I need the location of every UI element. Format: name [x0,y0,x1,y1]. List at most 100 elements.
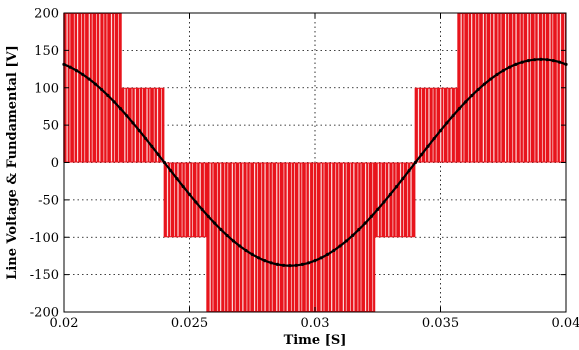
pwm-gap [271,163,273,311]
pwm-gap [118,14,119,162]
fundamental-point [482,82,487,86]
pwm-gap [460,14,462,162]
fundamental-point [558,60,562,64]
pwm-gap [475,14,477,162]
y-tick-label: 100 [34,81,59,96]
pwm-gap [212,163,214,311]
pwm-gap [220,163,222,311]
fundamental-point [426,144,430,148]
fundamental-point [263,259,267,263]
pwm-gap [372,163,374,311]
pwm-gap [268,163,270,311]
x-tick-label: 0.02 [50,316,79,331]
pwm-gap [166,163,169,237]
pwm-gap [463,14,465,162]
fundamental-point [307,261,311,265]
pwm-gap [216,163,218,311]
fundamental-point [100,87,104,92]
fundamental-point [363,221,367,225]
pwm-gap [249,163,251,311]
fundamental-point [143,136,148,141]
fundamental-point [156,152,160,157]
pwm-gap [407,163,409,237]
x-axis-label: Time [S] [284,333,347,348]
pwm-gap [552,14,554,162]
pwm-gap [450,88,452,162]
pwm-gap [305,163,307,311]
pwm-gap [471,14,473,162]
pwm-gap [435,88,437,162]
pwm-gap [308,163,311,311]
fundamental-point [206,214,210,218]
pwm-gap [504,14,507,162]
pwm-gap [301,163,303,311]
pwm-gap [467,14,469,162]
pwm-gap [399,163,402,237]
pwm-gap [377,163,379,237]
pwm-gap [170,163,171,237]
pwm-gap [234,163,236,311]
pwm-gap [331,163,333,311]
fundamental-point [74,68,79,73]
pwm-gap [114,14,115,162]
pwm-gap [541,14,543,162]
x-tick-labels: 0.02 0.025 0.03 0.035 0.04 [50,316,579,331]
pwm-gap [388,163,390,237]
pwm-gap [327,163,329,311]
fundamental-point [93,82,97,86]
pwm-gap [286,163,288,311]
pwm-gap [323,163,325,311]
pwm-gap [196,163,198,237]
pwm-gap [500,14,502,162]
pwm-band [64,13,122,163]
pwm-gap [283,163,285,311]
fundamental-point [250,252,254,257]
fundamental-point [520,60,524,64]
fundamental-point [81,72,85,77]
pwm-gap [432,88,434,162]
pwm-gap [156,88,159,162]
fundamental-point [294,263,298,267]
pwm-gap [357,163,359,311]
fundamental-point [344,239,348,243]
pwm-gap [454,88,456,162]
pwm-gap [556,14,558,162]
pwm-gap [294,163,295,311]
pwm-gap [103,14,105,162]
pwm-gap [403,163,404,237]
pwm-gap [364,163,367,311]
pwm-gap [530,14,531,162]
pwm-gap [512,14,514,162]
fundamental-point [394,184,399,189]
fundamental-point [539,57,543,61]
fundamental-point [106,93,110,98]
pwm-gap [239,163,240,311]
pwm-gap [527,14,529,162]
pwm-gap [440,88,442,162]
pwm-gap [522,14,524,162]
pwm-gap [231,163,233,311]
fundamental-point [219,227,223,232]
fundamental-point [332,248,336,253]
fundamental-point [137,129,141,133]
fundamental-point [338,244,342,248]
fundamental-point [526,59,530,63]
pwm-gap [428,88,430,162]
pwm-gap [96,14,97,162]
fundamental-point [200,207,204,211]
pwm-gap [153,88,155,162]
fundamental-point [432,136,436,141]
fundamental-point [68,65,72,69]
fundamental-point [187,192,192,196]
pwm-gap [485,14,487,162]
fundamental-point [275,262,279,266]
pwm-gap [515,14,517,162]
y-tick-label: -50 [38,193,59,208]
pwm-gap [84,14,86,162]
pwm-gap [417,88,420,162]
pwm-gap [264,163,266,311]
pwm-gap [88,14,90,162]
pwm-gap [395,163,397,237]
pwm-gap [131,88,133,162]
